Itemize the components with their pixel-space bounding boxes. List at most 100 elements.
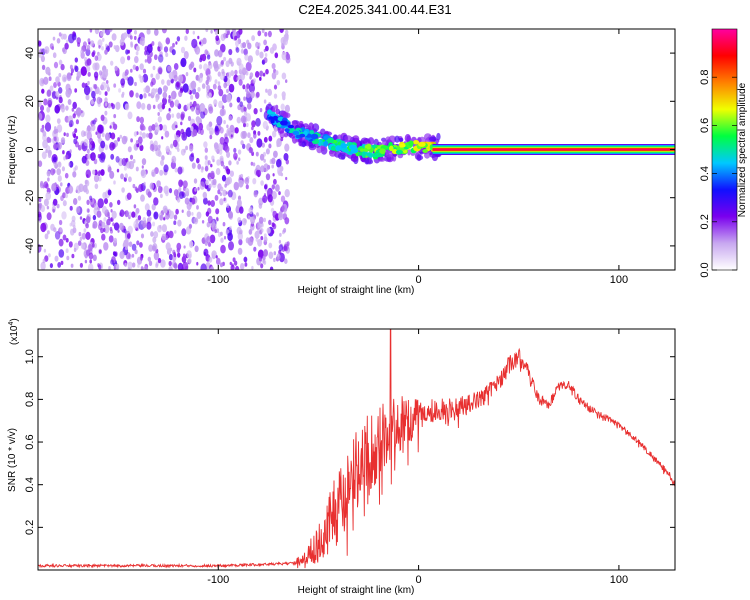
noise-speckle bbox=[213, 61, 218, 69]
noise-speckle bbox=[73, 133, 77, 139]
noise-speckle bbox=[141, 165, 144, 169]
ridge-halo bbox=[332, 134, 338, 141]
noise-speckle bbox=[250, 91, 255, 99]
spectrogram-y-label: Frequency (Hz) bbox=[7, 116, 18, 185]
noise-speckle bbox=[86, 44, 91, 51]
noise-speckle bbox=[259, 153, 265, 161]
ridge-halo bbox=[429, 136, 437, 142]
noise-speckle bbox=[244, 54, 249, 61]
noise-speckle bbox=[224, 183, 227, 188]
noise-speckle bbox=[46, 106, 51, 113]
noise-speckle bbox=[113, 180, 116, 185]
noise-speckle bbox=[229, 261, 232, 266]
noise-speckle bbox=[163, 217, 166, 221]
noise-speckle bbox=[155, 261, 159, 267]
noise-speckle bbox=[128, 211, 133, 218]
noise-speckle bbox=[263, 163, 269, 172]
noise-speckle bbox=[260, 236, 264, 241]
noise-speckle bbox=[180, 121, 183, 126]
ridge-blob bbox=[287, 124, 294, 129]
noise-speckle bbox=[69, 120, 74, 127]
noise-speckle bbox=[91, 243, 95, 248]
noise-speckle bbox=[123, 165, 127, 171]
noise-speckle bbox=[58, 238, 64, 247]
noise-speckle bbox=[135, 65, 139, 72]
noise-speckle bbox=[100, 31, 104, 37]
noise-speckle bbox=[40, 205, 45, 213]
y-tick-label: -20 bbox=[24, 190, 36, 206]
noise-speckle bbox=[258, 216, 264, 224]
noise-speckle bbox=[253, 246, 257, 252]
noise-speckle bbox=[131, 253, 135, 258]
noise-speckle bbox=[93, 174, 100, 183]
noise-speckle bbox=[190, 94, 194, 100]
noise-speckle bbox=[146, 133, 149, 138]
noise-speckle bbox=[223, 165, 226, 170]
noise-speckle bbox=[220, 262, 223, 268]
noise-speckle bbox=[260, 222, 264, 228]
noise-speckle bbox=[223, 56, 227, 62]
noise-speckle bbox=[220, 231, 223, 236]
noise-speckle bbox=[57, 142, 62, 150]
noise-speckle bbox=[60, 195, 64, 202]
noise-speckle bbox=[182, 180, 188, 189]
noise-speckle bbox=[271, 157, 276, 165]
noise-speckle bbox=[124, 210, 129, 218]
noise-speckle bbox=[61, 106, 65, 113]
noise-speckle bbox=[119, 222, 124, 231]
noise-speckle bbox=[38, 160, 43, 167]
noise-speckle bbox=[38, 40, 42, 47]
noise-speckle bbox=[104, 97, 108, 103]
noise-speckle bbox=[218, 149, 223, 155]
noise-speckle bbox=[193, 67, 197, 73]
noise-speckle bbox=[45, 66, 51, 75]
noise-speckle bbox=[47, 152, 52, 159]
noise-speckle bbox=[267, 88, 273, 96]
noise-speckle bbox=[239, 206, 244, 214]
noise-speckle bbox=[111, 33, 117, 41]
noise-speckle bbox=[169, 100, 175, 108]
noise-speckle bbox=[100, 114, 105, 122]
noise-speckle bbox=[217, 189, 221, 195]
noise-speckle bbox=[104, 198, 108, 205]
noise-speckle bbox=[202, 191, 207, 199]
noise-speckle bbox=[147, 256, 151, 262]
noise-speckle bbox=[101, 132, 105, 138]
noise-speckle bbox=[227, 207, 231, 212]
noise-speckle bbox=[265, 148, 270, 155]
noise-speckle bbox=[78, 231, 82, 237]
noise-speckle bbox=[166, 113, 172, 121]
noise-speckle bbox=[172, 42, 175, 48]
noise-speckle bbox=[73, 198, 78, 205]
ridge-halo bbox=[385, 150, 393, 158]
noise-speckle bbox=[278, 244, 284, 252]
noise-speckle bbox=[70, 263, 74, 268]
noise-speckle bbox=[115, 101, 121, 110]
noise-speckle bbox=[92, 119, 96, 125]
noise-speckle bbox=[126, 233, 131, 239]
noise-speckle bbox=[153, 251, 160, 261]
noise-speckle bbox=[147, 191, 152, 198]
ridge-blob bbox=[361, 152, 366, 158]
ridge-blob bbox=[359, 148, 364, 152]
noise-speckle bbox=[186, 250, 192, 259]
noise-speckle bbox=[42, 258, 46, 264]
noise-speckle bbox=[150, 81, 154, 87]
noise-speckle bbox=[53, 82, 57, 88]
ridge-halo bbox=[436, 132, 441, 141]
noise-speckle bbox=[263, 57, 268, 64]
noise-speckle bbox=[135, 51, 139, 56]
noise-speckle bbox=[211, 155, 215, 161]
noise-speckle bbox=[84, 56, 88, 62]
noise-speckle bbox=[153, 231, 159, 239]
noise-speckle bbox=[192, 129, 198, 137]
noise-speckle bbox=[183, 51, 189, 59]
noise-speckle bbox=[166, 248, 172, 255]
ridge-blob bbox=[330, 145, 336, 151]
noise-speckle bbox=[228, 48, 233, 56]
noise-speckle bbox=[153, 211, 159, 220]
noise-speckle bbox=[171, 90, 177, 100]
noise-speckle bbox=[235, 47, 240, 53]
ridge-blob bbox=[377, 153, 383, 158]
ridge-halo bbox=[385, 136, 391, 144]
